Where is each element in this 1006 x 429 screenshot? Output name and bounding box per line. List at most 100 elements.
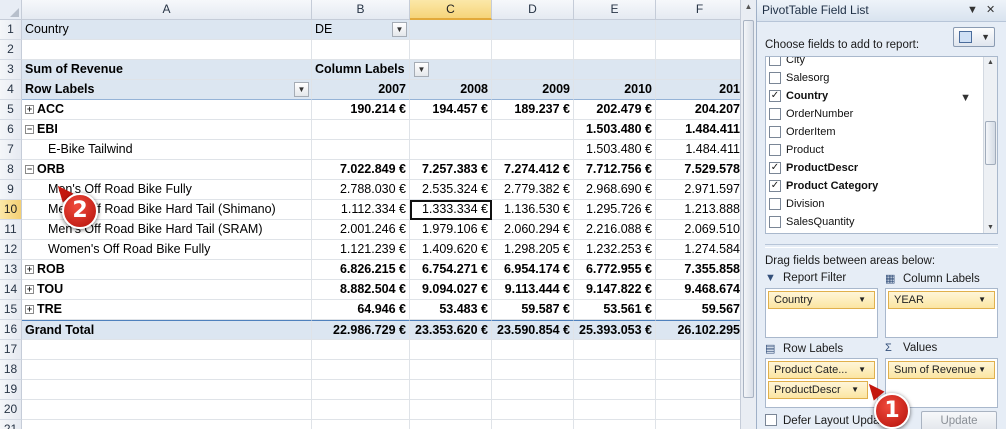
value-cell[interactable]: 9.468.674 (656, 280, 740, 300)
expand-icon[interactable]: + (25, 284, 34, 294)
row-labels-chip[interactable]: Product Cate... ▼ (768, 361, 875, 379)
cell[interactable] (312, 420, 410, 429)
value-cell[interactable] (410, 120, 492, 140)
cell[interactable] (22, 40, 312, 60)
value-cell[interactable]: 194.457 € (410, 100, 492, 120)
cell[interactable] (656, 40, 740, 60)
row-header-10[interactable]: 10 (0, 200, 22, 220)
category-row-label[interactable]: − EBI (22, 120, 312, 140)
value-cell[interactable]: 202.479 € (574, 100, 656, 120)
scroll-down-arrow-icon[interactable]: ▼ (987, 224, 994, 231)
row-header-17[interactable]: 17 (0, 340, 22, 360)
value-cell[interactable]: 7.257.383 € (410, 160, 492, 180)
chip-dropdown-icon[interactable]: ▼ (978, 365, 986, 374)
grand-total-label[interactable]: Grand Total (22, 320, 312, 340)
checkbox-box[interactable] (765, 414, 777, 426)
filter-field-label[interactable]: Country (22, 20, 312, 40)
collapse-icon[interactable]: − (25, 164, 34, 174)
row-header-19[interactable]: 19 (0, 380, 22, 400)
value-cell[interactable]: 59.587 € (492, 300, 574, 320)
cell[interactable] (22, 380, 312, 400)
select-all-corner[interactable] (0, 0, 22, 20)
field-item-salesquantity[interactable]: SalesQuantity (766, 213, 997, 231)
active-cell[interactable]: 1.333.334 € (410, 200, 492, 220)
row-header-15[interactable]: 15 (0, 300, 22, 320)
field-item-salesorg[interactable]: Salesorg (766, 69, 997, 87)
checkbox-icon[interactable]: ✓ (769, 162, 781, 174)
cell[interactable] (492, 60, 574, 80)
pane-options-dropdown-icon[interactable]: ▼ (967, 4, 978, 16)
cell[interactable] (574, 400, 656, 420)
update-button[interactable]: Update (921, 411, 997, 429)
value-cell[interactable]: 22.986.729 € (312, 320, 410, 340)
value-cell[interactable]: 6.826.215 € (312, 260, 410, 280)
field-item-productdescr[interactable]: ✓ ProductDescr (766, 159, 997, 177)
value-cell[interactable]: 1.979.106 € (410, 220, 492, 240)
value-cell[interactable]: 6.772.955 € (574, 260, 656, 280)
row-header-13[interactable]: 13 (0, 260, 22, 280)
year-header[interactable]: 2009 (492, 80, 574, 100)
item-row-label[interactable]: Men's Off Road Bike Hard Tail (SRAM) (22, 220, 312, 240)
row-header-18[interactable]: 18 (0, 360, 22, 380)
checkbox-icon[interactable]: ✓ (769, 180, 781, 192)
row-header-16[interactable]: 16 (0, 320, 22, 340)
category-row-label[interactable]: + TOU (22, 280, 312, 300)
value-cell[interactable]: 2.968.690 € (574, 180, 656, 200)
value-cell[interactable]: 64.946 € (312, 300, 410, 320)
row-header-7[interactable]: 7 (0, 140, 22, 160)
expand-icon[interactable]: + (25, 104, 34, 114)
item-row-label[interactable]: Men's Off Road Bike Fully (22, 180, 312, 200)
chip-dropdown-icon[interactable]: ▼ (851, 385, 859, 394)
cell[interactable] (410, 380, 492, 400)
row-header-6[interactable]: 6 (0, 120, 22, 140)
value-cell[interactable]: 9.147.822 € (574, 280, 656, 300)
value-cell[interactable]: 2.971.597 (656, 180, 740, 200)
cell[interactable] (410, 400, 492, 420)
value-cell[interactable]: 7.355.858 (656, 260, 740, 280)
field-list[interactable]: City Salesorg ✓ Country ▼ OrderNumber OrderIte… (765, 56, 998, 234)
column-header-b[interactable]: B (312, 0, 410, 20)
cell[interactable] (574, 360, 656, 380)
row-labels-chip[interactable]: ProductDescr ▼ (768, 381, 868, 399)
cell[interactable] (656, 340, 740, 360)
collapse-icon[interactable]: − (25, 124, 34, 134)
value-cell[interactable]: 1.112.334 € (312, 200, 410, 220)
value-cell[interactable] (410, 140, 492, 160)
report-filter-chip[interactable]: Country ▼ (768, 291, 875, 309)
cell[interactable] (656, 400, 740, 420)
scroll-up-arrow-icon[interactable]: ▲ (744, 2, 753, 11)
year-header[interactable]: 201 (656, 80, 740, 100)
cell[interactable] (410, 20, 492, 40)
cell[interactable] (656, 20, 740, 40)
value-cell[interactable]: 2.069.510 (656, 220, 740, 240)
checkbox-icon[interactable] (769, 126, 781, 138)
cell[interactable] (574, 60, 656, 80)
cell[interactable] (574, 420, 656, 429)
column-header-a[interactable]: A (22, 0, 312, 20)
column-header-f[interactable]: F (656, 0, 740, 20)
row-labels-area[interactable]: Product Cate... ▼ ProductDescr ▼ (765, 358, 878, 408)
row-labels-dropdown-icon[interactable]: ▼ (294, 82, 309, 97)
expand-icon[interactable]: + (25, 264, 34, 274)
row-header-4[interactable]: 4 (0, 80, 22, 100)
value-cell[interactable]: 1.484.411 (656, 120, 740, 140)
cell[interactable] (656, 380, 740, 400)
value-cell[interactable]: 1.136.530 € (492, 200, 574, 220)
cell[interactable] (22, 400, 312, 420)
checkbox-icon[interactable] (769, 198, 781, 210)
category-row-label[interactable]: + ACC (22, 100, 312, 120)
value-cell[interactable]: 9.113.444 € (492, 280, 574, 300)
field-item-orderitem[interactable]: OrderItem (766, 123, 997, 141)
column-labels-cell[interactable]: Column Labels ▼ (312, 60, 429, 80)
value-cell[interactable]: 1.503.480 € (574, 120, 656, 140)
value-cell[interactable]: 1.484.411 (656, 140, 740, 160)
row-header-11[interactable]: 11 (0, 220, 22, 240)
value-cell[interactable]: 2.779.382 € (492, 180, 574, 200)
cell[interactable] (312, 380, 410, 400)
value-cell[interactable] (312, 140, 410, 160)
cell[interactable] (656, 60, 740, 80)
cell[interactable] (492, 20, 574, 40)
year-header[interactable]: 2008 (410, 80, 492, 100)
cell[interactable] (656, 360, 740, 380)
